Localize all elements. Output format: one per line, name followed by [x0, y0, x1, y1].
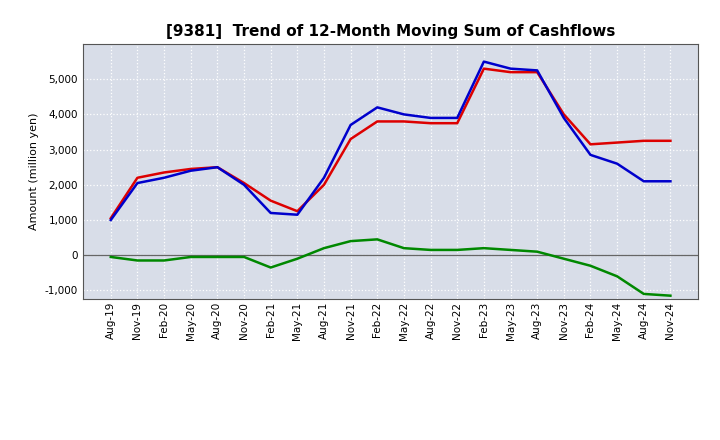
Free Cashflow — [559, 115, 568, 121]
Operating Cashflow — [133, 175, 142, 180]
Free Cashflow — [400, 112, 408, 117]
Investing Cashflow — [240, 254, 248, 260]
Free Cashflow — [240, 182, 248, 187]
Operating Cashflow — [320, 182, 328, 187]
Investing Cashflow — [346, 238, 355, 244]
Free Cashflow — [346, 122, 355, 128]
Free Cashflow — [186, 168, 195, 173]
Operating Cashflow — [506, 70, 515, 75]
Investing Cashflow — [373, 237, 382, 242]
Free Cashflow — [586, 152, 595, 158]
Line: Operating Cashflow: Operating Cashflow — [111, 69, 670, 218]
Investing Cashflow — [213, 254, 222, 260]
Free Cashflow — [133, 180, 142, 186]
Operating Cashflow — [373, 119, 382, 124]
Investing Cashflow — [293, 256, 302, 261]
Free Cashflow — [453, 115, 462, 121]
Free Cashflow — [426, 115, 435, 121]
Operating Cashflow — [213, 165, 222, 170]
Title: [9381]  Trend of 12-Month Moving Sum of Cashflows: [9381] Trend of 12-Month Moving Sum of C… — [166, 24, 616, 39]
Investing Cashflow — [133, 258, 142, 263]
Y-axis label: Amount (million yen): Amount (million yen) — [29, 113, 39, 231]
Free Cashflow — [506, 66, 515, 71]
Free Cashflow — [480, 59, 488, 64]
Free Cashflow — [160, 175, 168, 180]
Investing Cashflow — [320, 246, 328, 251]
Operating Cashflow — [240, 180, 248, 186]
Investing Cashflow — [186, 254, 195, 260]
Investing Cashflow — [586, 263, 595, 268]
Free Cashflow — [293, 212, 302, 217]
Free Cashflow — [533, 68, 541, 73]
Investing Cashflow — [107, 254, 115, 260]
Investing Cashflow — [666, 293, 675, 298]
Operating Cashflow — [107, 216, 115, 221]
Investing Cashflow — [506, 247, 515, 253]
Operating Cashflow — [613, 140, 621, 145]
Operating Cashflow — [639, 138, 648, 143]
Operating Cashflow — [346, 136, 355, 142]
Free Cashflow — [107, 217, 115, 223]
Investing Cashflow — [559, 256, 568, 261]
Operating Cashflow — [533, 70, 541, 75]
Free Cashflow — [373, 105, 382, 110]
Investing Cashflow — [613, 274, 621, 279]
Operating Cashflow — [559, 112, 568, 117]
Free Cashflow — [666, 179, 675, 184]
Operating Cashflow — [453, 121, 462, 126]
Operating Cashflow — [586, 142, 595, 147]
Operating Cashflow — [426, 121, 435, 126]
Investing Cashflow — [533, 249, 541, 254]
Free Cashflow — [613, 161, 621, 166]
Investing Cashflow — [426, 247, 435, 253]
Operating Cashflow — [160, 170, 168, 175]
Operating Cashflow — [480, 66, 488, 71]
Investing Cashflow — [400, 246, 408, 251]
Free Cashflow — [320, 175, 328, 180]
Operating Cashflow — [186, 166, 195, 172]
Investing Cashflow — [160, 258, 168, 263]
Investing Cashflow — [480, 246, 488, 251]
Operating Cashflow — [293, 209, 302, 214]
Operating Cashflow — [266, 198, 275, 203]
Operating Cashflow — [666, 138, 675, 143]
Operating Cashflow — [400, 119, 408, 124]
Line: Investing Cashflow: Investing Cashflow — [111, 239, 670, 296]
Investing Cashflow — [266, 265, 275, 270]
Free Cashflow — [639, 179, 648, 184]
Line: Free Cashflow: Free Cashflow — [111, 62, 670, 220]
Free Cashflow — [213, 165, 222, 170]
Free Cashflow — [266, 210, 275, 216]
Investing Cashflow — [639, 291, 648, 297]
Investing Cashflow — [453, 247, 462, 253]
